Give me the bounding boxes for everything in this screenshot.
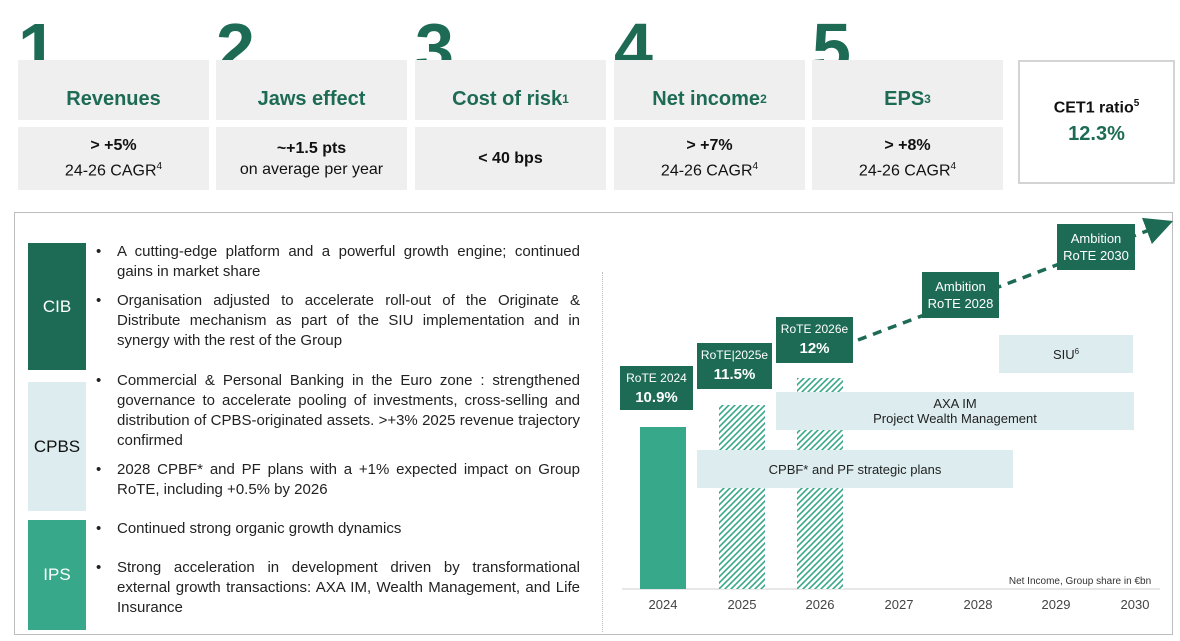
ambition-box-2030 <box>1057 224 1135 270</box>
cet1-label: CET1 ratio5 <box>1053 97 1140 117</box>
band-2 <box>776 392 1134 430</box>
ips-bullet-1: • Continued strong organic growth dynamic… <box>96 520 402 537</box>
ambition-line-1: Ambition <box>935 279 986 294</box>
ambition-line-2: RoTE 2028 <box>928 296 994 311</box>
kpi-title-1: Revenues <box>18 60 209 120</box>
ambition-line-2: RoTE 2030 <box>1063 248 1129 263</box>
kpi-title-4: Net income 2 <box>614 60 805 120</box>
cpbs-bullet-1: • Commercial & Personal Banking in the Eu… <box>96 372 580 449</box>
rote-box-2024 <box>620 366 693 410</box>
ips-bullet-2: • Strong acceleration in development driv… <box>96 559 580 616</box>
x-tick-2030: 2030 <box>1121 597 1150 612</box>
kpi-title-2: Jaws effect <box>216 60 407 120</box>
kpi-value-main: > +8% <box>884 137 931 155</box>
kpi-title-text: Net income <box>652 87 761 110</box>
kpi-value-main: ~+1.5 pts <box>276 139 347 157</box>
segment-cpbs: CPBS <box>28 382 86 511</box>
rote-box-2026 <box>776 317 853 363</box>
rote-box-label: RoTE|2025e <box>701 348 768 362</box>
x-tick-2028: 2028 <box>964 597 993 612</box>
band-label: SIU6 <box>1053 347 1080 362</box>
band-label: CPBF* and PF strategic plans <box>769 462 942 477</box>
x-tick-2027: 2027 <box>885 597 914 612</box>
rote-box-2025 <box>697 343 772 389</box>
rote-box-value: 11.5% <box>714 366 756 383</box>
kpi-title-3: Cost of risk 1 <box>415 60 606 120</box>
chart-note: Net Income, Group share in €bn <box>1009 576 1151 587</box>
kpi-value-main: > +5% <box>90 137 137 155</box>
kpi-title-footnote: 1 <box>562 92 569 106</box>
cet1-value: 12.3% <box>1068 123 1125 146</box>
kpi-title-text: Cost of risk <box>452 87 563 110</box>
segment-ips: IPS <box>28 520 86 630</box>
kpi-value-2: ~+1.5 pts on average per year <box>216 127 407 190</box>
x-tick-2024: 2024 <box>649 597 678 612</box>
band-label: AXA IM <box>933 396 976 411</box>
kpi-title-5: EPS 3 <box>812 60 1003 120</box>
kpi-value-3: < 40 bps <box>415 127 606 190</box>
rote-box-value: 10.9% <box>635 389 678 406</box>
kpi-value-4: > +7% 24-26 CAGR4 <box>614 127 805 190</box>
kpi-value-main: > +7% <box>686 137 733 155</box>
band-3 <box>697 450 1013 488</box>
bar-2025 <box>719 405 765 589</box>
cib-bullet-1: • A cutting-edge platform and a powerful … <box>96 243 580 280</box>
kpi-value-sub: 24-26 CAGR4 <box>858 161 957 180</box>
cpbs-bullet-2: • 2028 CPBF* and PF plans with a +1% expe… <box>96 461 580 498</box>
bar-2024 <box>640 427 686 589</box>
trend-arrow <box>857 217 1174 342</box>
x-tick-2026: 2026 <box>806 597 835 612</box>
rote-box-value: 12% <box>799 340 829 357</box>
kpi-value-sub: on average per year <box>239 160 384 178</box>
kpi-title-text: EPS <box>884 87 925 110</box>
kpi-value-sub: 24-26 CAGR4 <box>660 161 759 180</box>
rote-box-label: RoTE 2024 <box>626 371 687 385</box>
kpi-title-footnote: 2 <box>760 92 767 106</box>
band-label-2: Project Wealth Management <box>873 411 1037 426</box>
kpi-value-1: > +5% 24-26 CAGR4 <box>18 127 209 190</box>
strategy-panel <box>14 212 1173 635</box>
kpi-value-5: > +8% 24-26 CAGR4 <box>812 127 1003 190</box>
band-1 <box>999 335 1133 373</box>
x-tick-2025: 2025 <box>728 597 757 612</box>
kpi-value-sub: 24-26 CAGR4 <box>64 161 163 180</box>
x-tick-2029: 2029 <box>1042 597 1071 612</box>
cet1-card: CET1 ratio5 12.3% <box>1018 60 1175 184</box>
rote-box-label: RoTE 2026e <box>781 322 849 336</box>
ambition-box-2028 <box>922 272 999 318</box>
kpi-title-footnote: 3 <box>924 92 931 106</box>
panel-divider <box>602 272 603 632</box>
cib-bullet-2: • Organisation adjusted to accelerate rol… <box>96 292 580 349</box>
segment-cib: CIB <box>28 243 86 370</box>
kpi-value-main: < 40 bps <box>478 150 543 167</box>
ambition-line-1: Ambition <box>1071 231 1122 246</box>
kpi-title-text: Jaws effect <box>257 87 366 110</box>
kpi-title-text: Revenues <box>66 87 161 110</box>
